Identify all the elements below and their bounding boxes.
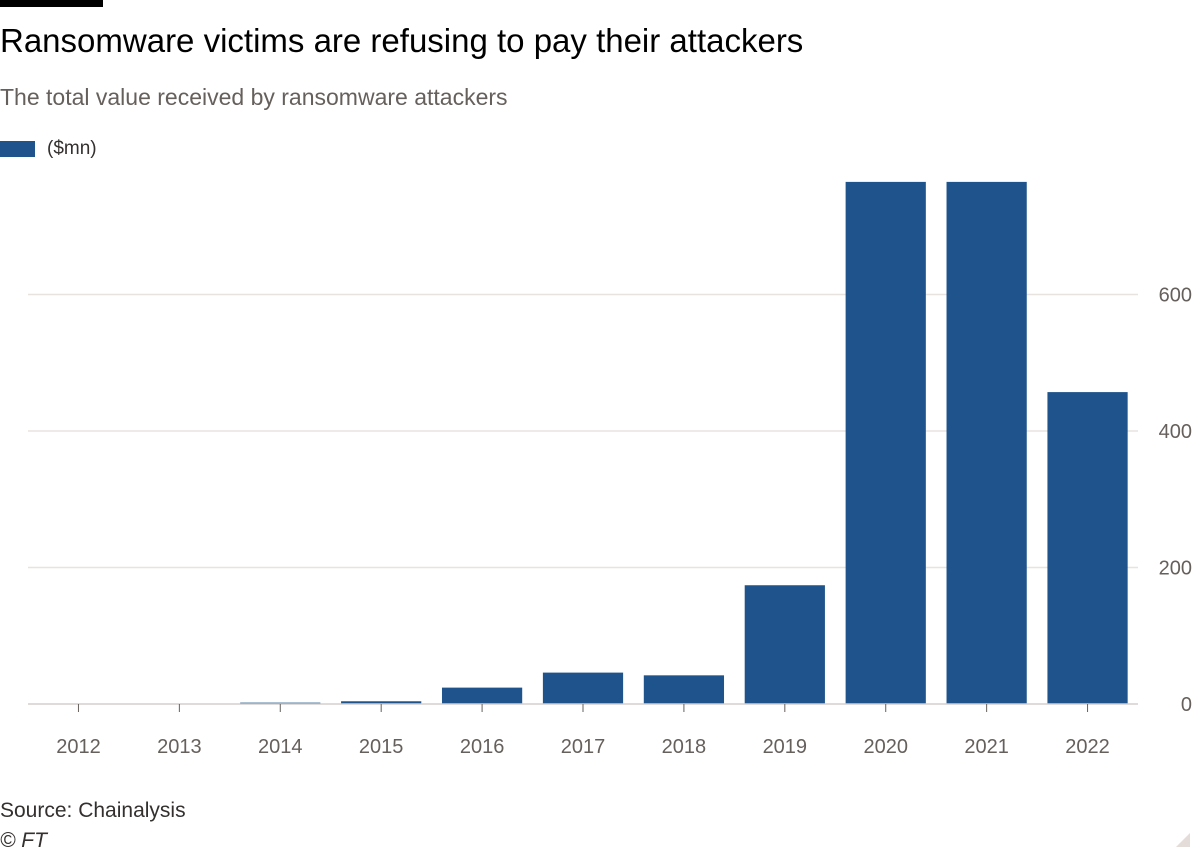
x-tick-label: 2012 [56,736,101,758]
source-note: Source: Chainalysis [0,799,186,822]
x-tick-label: 2013 [157,736,202,758]
x-tick-label: 2015 [359,736,404,758]
x-tick-label: 2014 [258,736,303,758]
y-tick-label: 0 [1181,694,1192,716]
copyright-note: © FT [0,829,47,852]
y-tick-label: 400 [1159,421,1192,443]
bar-2019 [744,585,825,704]
x-tick-label: 2018 [662,736,707,758]
x-tick-label: 2020 [863,736,908,758]
x-tick-label: 2017 [561,736,606,758]
chart-title: Ransomware victims are refusing to pay t… [0,22,804,59]
bar-2017 [542,672,624,704]
y-tick-label: 200 [1159,558,1192,580]
x-axis-ticks: 2012 2013 2014 2015 2016 2017 2018 2019 2020 2021… [56,704,1110,758]
bar-2020 [845,181,926,704]
legend-swatch [0,141,35,157]
chart-subtitle: The total value received by ransomware a… [0,84,508,110]
x-tick-label: 2021 [964,736,1009,758]
bars [240,181,1128,704]
legend-label: ($mn) [47,138,97,159]
top-accent-bar [0,0,103,7]
y-tick-label: 600 [1159,285,1192,307]
bar-2016 [441,687,523,704]
bar-2021 [946,181,1027,704]
x-tick-label: 2019 [763,736,808,758]
x-tick-label: 2022 [1065,736,1110,758]
x-tick-label: 2016 [460,736,505,758]
bar-2022 [1047,392,1128,704]
bar-2015 [341,701,422,704]
y-axis-ticks: 0 200 400 600 [1159,285,1192,717]
legend: ($mn) [0,138,97,160]
corner-resize-icon [1176,833,1190,847]
bar-2018 [643,675,725,704]
